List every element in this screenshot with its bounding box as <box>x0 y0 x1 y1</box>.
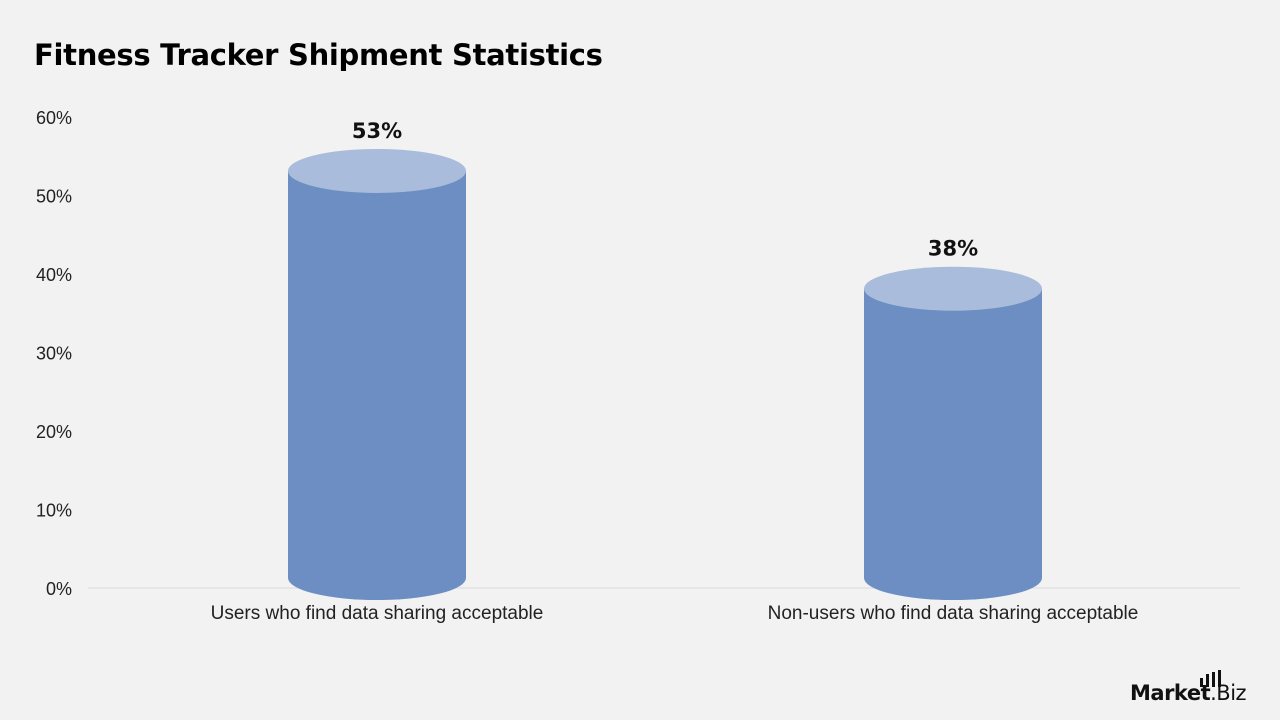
bar-cylinder <box>288 148 466 600</box>
x-tick-label: Users who find data sharing acceptable <box>211 603 544 624</box>
bar-chart-icon <box>1200 670 1221 687</box>
logo-text-light: .Biz <box>1210 681 1246 705</box>
y-tick-label: 30% <box>36 344 72 364</box>
x-axis: Users who find data sharing acceptable No… <box>211 603 1139 624</box>
y-tick-label: 40% <box>36 265 72 285</box>
y-tick-label: 20% <box>36 422 72 442</box>
bar-cylinder <box>864 266 1042 600</box>
y-axis: 0% 10% 20% 30% 40% 50% 60% <box>36 108 72 599</box>
y-tick-label: 0% <box>46 579 72 599</box>
chart-title: Fitness Tracker Shipment Statistics <box>34 38 603 72</box>
bars-group: 53% 38% <box>288 119 1042 600</box>
bar-top <box>864 266 1042 311</box>
data-label: 38% <box>928 237 978 261</box>
bar-top <box>288 148 466 193</box>
logo-text-bold: Market <box>1130 681 1211 705</box>
y-tick-label: 50% <box>36 187 72 207</box>
y-tick-label: 10% <box>36 501 72 521</box>
bar-body <box>288 170 466 600</box>
brand-logo: Market.Biz <box>1130 670 1247 705</box>
data-label: 53% <box>352 119 402 143</box>
svg-text:Market.Biz: Market.Biz <box>1130 681 1247 705</box>
bar-body <box>864 288 1042 600</box>
x-tick-label: Non-users who find data sharing acceptab… <box>768 603 1139 624</box>
y-tick-label: 60% <box>36 108 72 128</box>
